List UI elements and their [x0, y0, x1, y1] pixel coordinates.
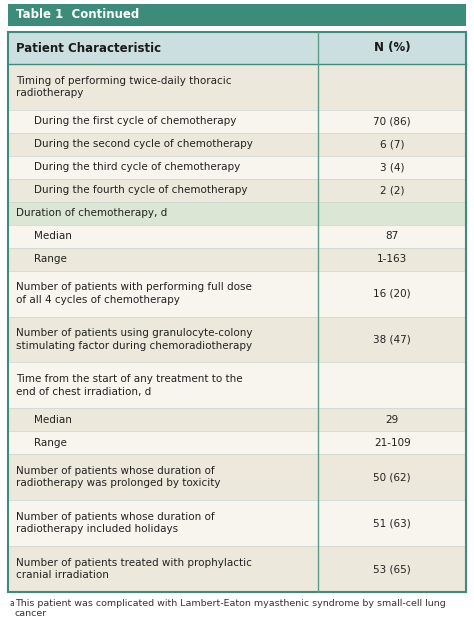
Text: 87: 87	[386, 231, 399, 241]
Text: Number of patients using granulocyte-colony
stimulating factor during chemoradio: Number of patients using granulocyte-col…	[16, 329, 253, 351]
Text: 21-109: 21-109	[374, 438, 410, 448]
Text: 38 (47): 38 (47)	[374, 334, 411, 345]
Bar	[8, 248, 466, 271]
Text: a: a	[10, 599, 15, 608]
Bar	[8, 316, 466, 362]
Text: Number of patients treated with prophylactic
cranial irradiation: Number of patients treated with prophyla…	[16, 558, 252, 580]
Text: Number of patients whose duration of
radiotherapy included holidays: Number of patients whose duration of rad…	[16, 512, 215, 535]
Bar	[8, 454, 466, 500]
Text: 70 (86): 70 (86)	[374, 116, 411, 126]
Text: 3 (4): 3 (4)	[380, 162, 404, 172]
Bar	[8, 110, 466, 133]
Text: N (%): N (%)	[374, 41, 410, 54]
Text: 53 (65): 53 (65)	[374, 564, 411, 574]
Bar	[8, 225, 466, 248]
Bar	[8, 133, 466, 156]
Bar	[8, 4, 466, 26]
Bar	[8, 156, 466, 179]
Bar	[8, 64, 466, 110]
Text: Number of patients whose duration of
radiotherapy was prolonged by toxicity: Number of patients whose duration of rad…	[16, 466, 220, 489]
Bar	[8, 500, 466, 546]
Text: 51 (63): 51 (63)	[374, 518, 411, 528]
Text: Median: Median	[34, 415, 72, 425]
Text: Range: Range	[34, 438, 67, 448]
Text: 16 (20): 16 (20)	[374, 288, 411, 299]
Text: Table 1  Continued: Table 1 Continued	[16, 8, 139, 22]
Text: During the third cycle of chemotherapy: During the third cycle of chemotherapy	[34, 162, 240, 172]
Text: During the second cycle of chemotherapy: During the second cycle of chemotherapy	[34, 139, 253, 149]
Text: This patient was complicated with Lambert-Eaton myasthenic syndrome by small-cel: This patient was complicated with Lamber…	[15, 599, 446, 618]
Bar	[8, 26, 466, 32]
Text: Time from the start of any treatment to the
end of chest irradiation, d: Time from the start of any treatment to …	[16, 375, 243, 397]
Text: Number of patients with performing full dose
of all 4 cycles of chemotherapy: Number of patients with performing full …	[16, 283, 252, 305]
Bar	[8, 408, 466, 431]
Bar	[8, 271, 466, 316]
Bar	[8, 179, 466, 202]
Text: 6 (7): 6 (7)	[380, 139, 404, 149]
Text: 2 (2): 2 (2)	[380, 185, 404, 195]
Bar	[8, 546, 466, 592]
Text: Median: Median	[34, 231, 72, 241]
Text: Duration of chemotherapy, d: Duration of chemotherapy, d	[16, 208, 167, 218]
Text: 29: 29	[386, 415, 399, 425]
Text: 1-163: 1-163	[377, 254, 407, 264]
Bar	[8, 32, 466, 64]
Text: Timing of performing twice-daily thoracic
radiotherapy: Timing of performing twice-daily thoraci…	[16, 76, 231, 98]
Text: Patient Characteristic: Patient Characteristic	[16, 41, 161, 54]
Text: During the fourth cycle of chemotherapy: During the fourth cycle of chemotherapy	[34, 185, 247, 195]
Text: Range: Range	[34, 254, 67, 264]
Text: During the first cycle of chemotherapy: During the first cycle of chemotherapy	[34, 116, 237, 126]
Bar	[8, 202, 466, 225]
Bar	[8, 431, 466, 454]
Bar	[8, 362, 466, 408]
Text: 50 (62): 50 (62)	[374, 472, 411, 482]
